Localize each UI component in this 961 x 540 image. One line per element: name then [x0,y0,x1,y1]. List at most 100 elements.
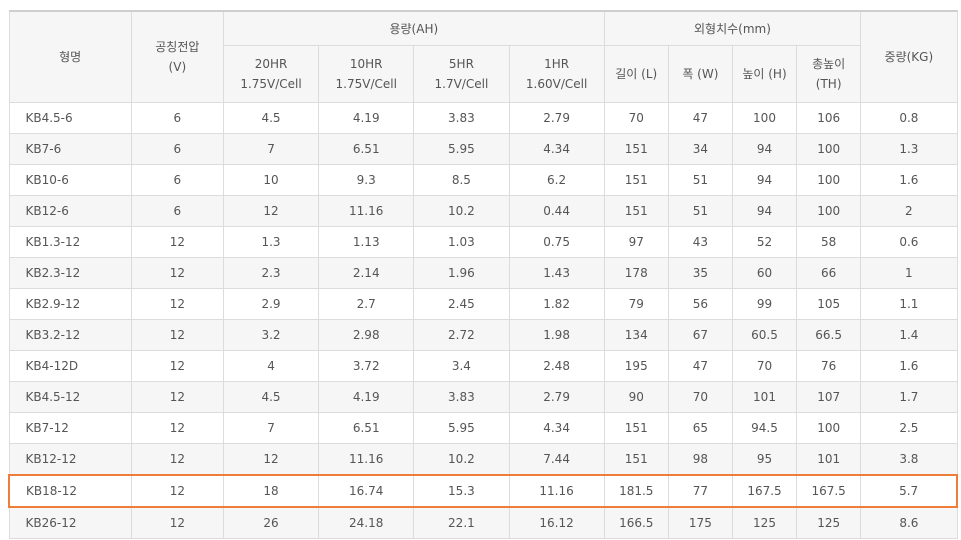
cell-cap-1hr: 1.98 [508,319,605,351]
cell-weight: 1.3 [860,133,958,165]
cell-cap-5hr: 5.95 [413,412,510,444]
cell-length: 134 [603,319,669,351]
cell-cap-1hr: 6.2 [508,164,605,196]
table-row: KB26-12 12 26 24.18 22.1 16.12 166.5 175 125 125 8… [8,506,958,539]
cell-cap-20hr: 2.3 [222,257,320,289]
table-row: KB3.2-12 12 3.2 2.98 2.72 1.98 134 67 60.5 66.5 1.… [8,319,958,351]
cell-cap-10hr: 9.3 [318,164,415,196]
table-row: KB2.3-12 12 2.3 2.14 1.96 1.43 178 35 60 66 1 [8,257,958,289]
cell-weight: 1.1 [860,288,958,320]
cell-height: 60 [731,257,798,289]
table-row: KB4.5-6 6 4.5 4.19 3.83 2.79 70 47 100 106 0.8 [8,102,958,134]
table-body: KB4.5-6 6 4.5 4.19 3.83 2.79 70 47 100 106 0.8 KB7-… [7,102,959,539]
cell-length: 151 [603,412,669,444]
table-row: KB2.9-12 12 2.9 2.7 2.45 1.82 79 56 99 105 1.1 [8,288,958,320]
cell-cap-10hr: 6.51 [318,412,415,444]
cell-cap-1hr: 16.12 [508,506,605,539]
cell-total-height: 100 [796,133,862,165]
cell-model: KB4-12D [8,350,132,382]
cell-cap-20hr: 12 [222,195,320,227]
cell-cap-1hr: 1.43 [508,257,605,289]
cell-weight: 1.4 [860,319,958,351]
cell-model: KB4.5-12 [8,381,132,413]
cell-width: 67 [667,319,733,351]
cell-cap-5hr: 10.2 [413,195,510,227]
header-capacity-20hr: 20HR 1.75V/Cell [222,45,320,103]
cell-cap-20hr: 10 [222,164,320,196]
header-voltage-unit: (V) [168,60,187,74]
cell-cap-10hr: 4.19 [318,381,415,413]
cell-weight: 2.5 [860,412,958,444]
cell-length: 151 [603,443,669,476]
cell-cap-20hr: 3.2 [222,319,320,351]
header-capacity-5hr: 5HR 1.7V/Cell [413,45,510,103]
cell-length: 178 [603,257,669,289]
cell-model: KB10-6 [8,164,132,196]
cell-length: 70 [603,102,669,134]
header-label: 폭 (W) [682,67,719,81]
cell-total-height: 76 [796,350,862,382]
table-row: KB12-6 6 12 11.16 10.2 0.44 151 51 94 100 2 [8,195,958,227]
header-model: 형명 [8,10,132,103]
cell-cap-5hr: 22.1 [413,506,510,539]
cell-voltage: 6 [130,195,224,227]
header-length: 길이 (L) [603,45,669,103]
cell-weight: 1 [860,257,958,289]
table-row: KB7-6 6 7 6.51 5.95 4.34 151 34 94 100 1.3 [8,133,958,165]
cell-cap-10hr: 16.74 [318,474,415,508]
cell-cap-20hr: 18 [222,474,320,508]
cell-length: 181.5 [603,474,669,508]
cell-height: 95 [731,443,798,476]
cell-cap-10hr: 2.7 [318,288,415,320]
header-voltage: 공칭전압 (V) [130,10,224,103]
cell-total-height: 105 [796,288,862,320]
cell-cap-10hr: 2.14 [318,257,415,289]
cell-cap-1hr: 0.44 [508,195,605,227]
cell-model: KB18-12 [7,474,132,508]
cell-cap-5hr: 3.83 [413,381,510,413]
cell-weight: 3.8 [860,443,958,476]
table-row-highlighted: KB18-12 12 18 16.74 15.3 11.16 181.5 77 167.5 167… [7,474,959,508]
cell-model: KB7-6 [8,133,132,165]
cell-weight: 0.8 [860,102,958,134]
cell-cap-20hr: 4.5 [222,102,320,134]
cell-length: 151 [603,133,669,165]
cell-width: 35 [667,257,733,289]
cell-height: 101 [731,381,798,413]
cell-width: 70 [667,381,733,413]
cell-cap-5hr: 2.45 [413,288,510,320]
cell-length: 97 [603,226,669,258]
cell-height: 94 [731,195,798,227]
cell-cap-10hr: 2.98 [318,319,415,351]
cell-cap-10hr: 24.18 [318,506,415,539]
cell-total-height: 66 [796,257,862,289]
cell-total-height: 100 [796,412,862,444]
cell-cap-1hr: 2.48 [508,350,605,382]
cell-voltage: 12 [130,257,224,289]
cell-width: 51 [667,164,733,196]
cell-weight: 8.6 [860,506,958,539]
cell-voltage: 12 [130,474,224,508]
cell-width: 47 [667,350,733,382]
cell-cap-5hr: 3.83 [413,102,510,134]
cell-width: 47 [667,102,733,134]
table-row: KB10-6 6 10 9.3 8.5 6.2 151 51 94 100 1.6 [8,164,958,196]
cell-weight: 1.6 [860,350,958,382]
cell-voltage: 6 [130,164,224,196]
cell-height: 100 [731,102,798,134]
header-sublabel: (TH) [815,77,842,91]
cell-cap-20hr: 1.3 [222,226,320,258]
cell-model: KB1.3-12 [8,226,132,258]
cell-width: 175 [667,506,733,539]
cell-voltage: 12 [130,319,224,351]
cell-voltage: 12 [130,443,224,476]
cell-weight: 1.6 [860,164,958,196]
cell-voltage: 6 [130,133,224,165]
cell-height: 94 [731,133,798,165]
cell-height: 94 [731,164,798,196]
cell-total-height: 100 [796,195,862,227]
cell-cap-20hr: 4.5 [222,381,320,413]
cell-model: KB2.3-12 [8,257,132,289]
cell-cap-5hr: 1.96 [413,257,510,289]
cell-height: 99 [731,288,798,320]
